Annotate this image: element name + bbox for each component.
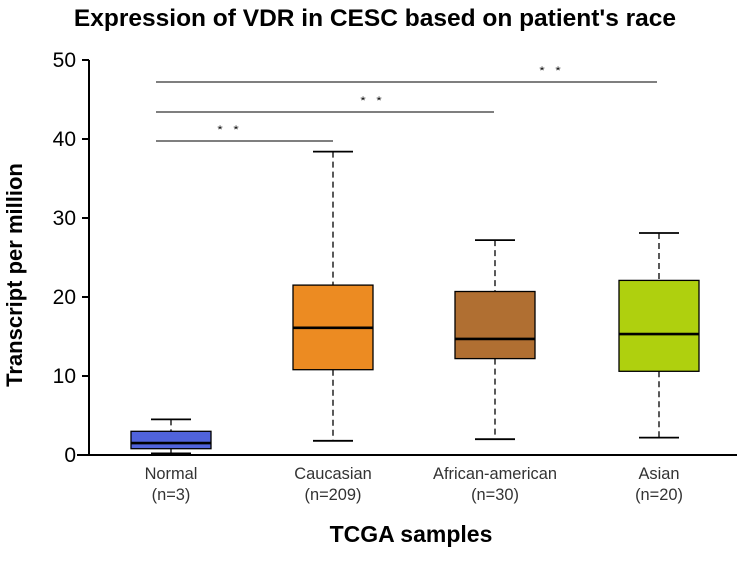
svg-text:50: 50: [53, 49, 76, 72]
svg-text:African-american: African-american: [433, 465, 557, 483]
svg-text:(n=209): (n=209): [305, 486, 362, 504]
svg-text:20: 20: [53, 286, 76, 309]
svg-text:10: 10: [53, 365, 76, 388]
svg-text:Normal: Normal: [145, 465, 198, 483]
svg-text:*: *: [376, 94, 382, 106]
svg-text:*: *: [360, 94, 366, 106]
svg-text:*: *: [233, 123, 239, 135]
svg-text:*: *: [539, 64, 545, 76]
svg-text:(n=20): (n=20): [635, 486, 683, 504]
svg-text:Caucasian: Caucasian: [294, 465, 371, 483]
svg-text:TCGA samples: TCGA samples: [330, 521, 493, 547]
svg-text:Transcript per million: Transcript per million: [2, 163, 27, 387]
svg-text:(n=30): (n=30): [471, 486, 519, 504]
svg-text:0: 0: [64, 444, 76, 467]
svg-text:30: 30: [53, 207, 76, 230]
svg-text:(n=3): (n=3): [152, 486, 191, 504]
svg-text:Expression of VDR in CESC base: Expression of VDR in CESC based on patie…: [74, 5, 676, 32]
svg-text:*: *: [555, 64, 561, 76]
svg-text:40: 40: [53, 128, 76, 151]
svg-text:*: *: [217, 123, 223, 135]
svg-text:Asian: Asian: [638, 465, 679, 483]
